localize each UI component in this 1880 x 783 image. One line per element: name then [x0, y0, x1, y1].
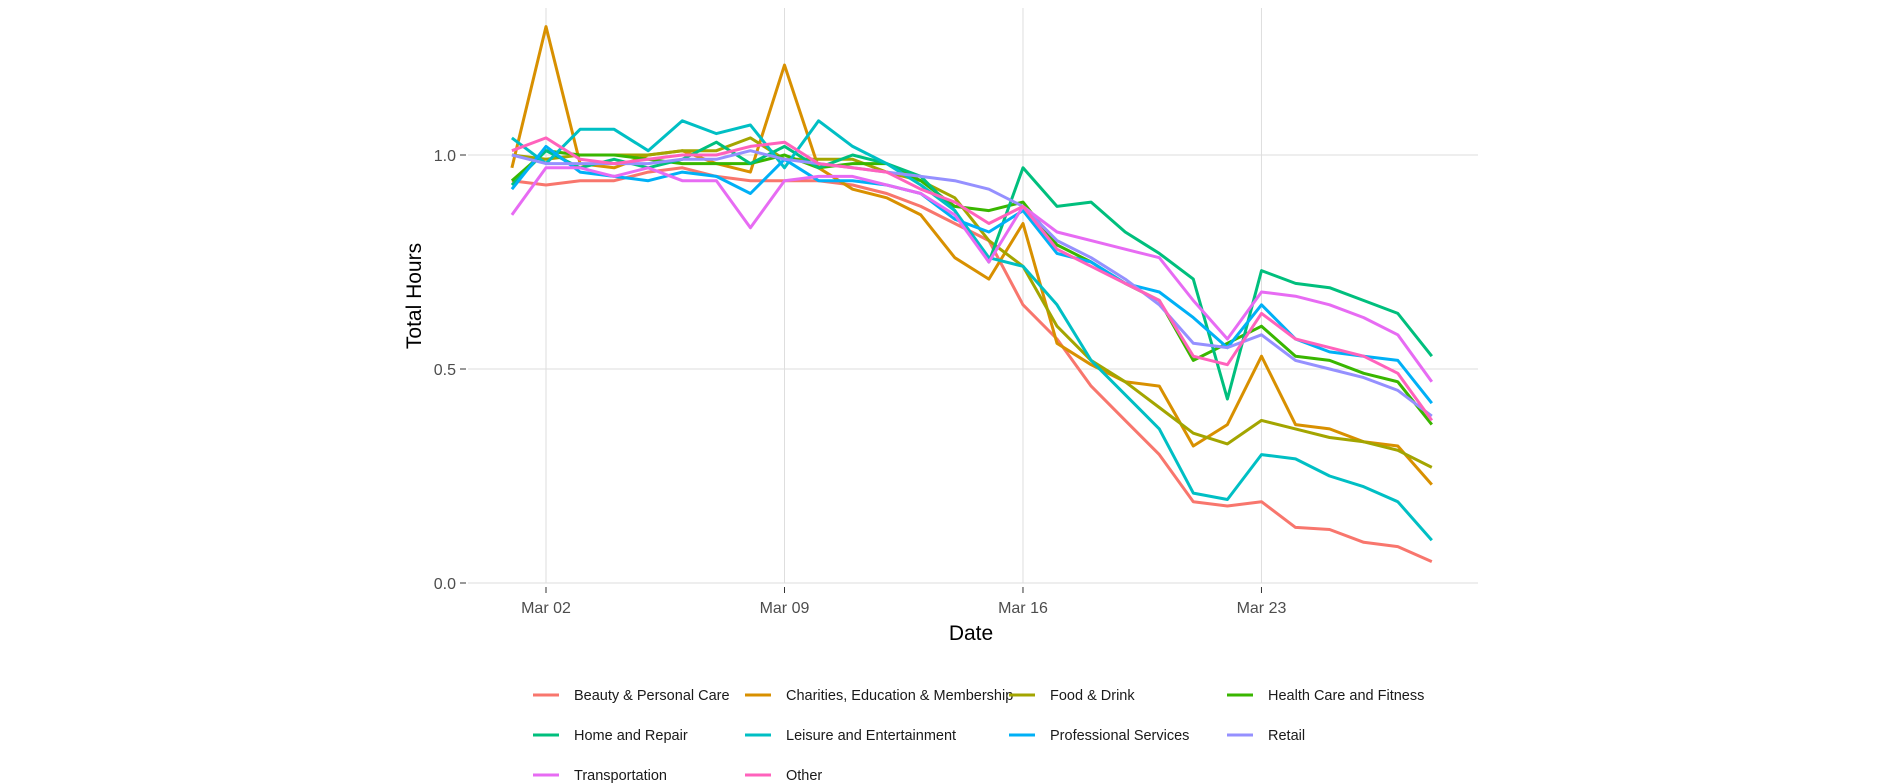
series-line-food-drink [511, 136, 1433, 469]
legend-label: Other [786, 768, 822, 783]
legend-label: Home and Repair [574, 728, 688, 744]
legend-label: Professional Services [1050, 728, 1189, 744]
x-axis: Mar 02 Mar 09 Mar 16 Mar 23 [521, 587, 1286, 617]
legend-item-beauty-personal-care: Beauty & Personal Care [533, 688, 730, 704]
legend-item-health-care-and-fitness: Health Care and Fitness [1227, 688, 1424, 704]
grid [468, 8, 1478, 584]
x-tick-label: Mar 23 [1237, 600, 1287, 617]
series-lines [510, 25, 1434, 563]
series-line-charities-education-membership [510, 25, 1433, 486]
legend-item-professional-services: Professional Services [1009, 728, 1189, 744]
legend-item-transportation: Transportation [533, 768, 667, 783]
series-line-professional-services [510, 144, 1433, 405]
legend-label: Food & Drink [1050, 688, 1135, 704]
legend-item-charities-education-membership: Charities, Education & Membership [745, 688, 1013, 704]
legend-label: Health Care and Fitness [1268, 688, 1424, 704]
x-axis-title: Date [949, 622, 993, 645]
x-tick-label: Mar 09 [760, 600, 810, 617]
x-tick-label: Mar 02 [521, 600, 571, 617]
legend-label: Leisure and Entertainment [786, 728, 956, 744]
legend-item-other: Other [745, 768, 822, 783]
legend-item-food-drink: Food & Drink [1009, 688, 1135, 704]
y-tick-label: 0.0 [434, 576, 456, 593]
legend-item-leisure-and-entertainment: Leisure and Entertainment [745, 728, 956, 744]
y-axis: 0.0 0.5 1.0 [434, 148, 466, 593]
series-line-other [511, 136, 1434, 422]
legend-item-retail: Retail [1227, 728, 1305, 744]
x-tick-label: Mar 16 [998, 600, 1048, 617]
legend-label: Retail [1268, 728, 1305, 744]
series-line-transportation [510, 166, 1434, 383]
legend-label: Charities, Education & Membership [786, 688, 1013, 704]
legend: Beauty & Personal Care Charities, Educati… [533, 688, 1424, 783]
series-line-leisure-and-entertainment [510, 119, 1433, 542]
y-axis-title: Total Hours [403, 243, 426, 349]
y-tick-label: 0.5 [434, 362, 456, 379]
series-line-retail [511, 149, 1433, 418]
legend-item-home-and-repair: Home and Repair [533, 728, 688, 744]
legend-label: Beauty & Personal Care [574, 688, 730, 704]
legend-label: Transportation [574, 768, 667, 783]
y-tick-label: 1.0 [434, 148, 456, 165]
series-line-health-care-and-fitness [510, 149, 1433, 426]
